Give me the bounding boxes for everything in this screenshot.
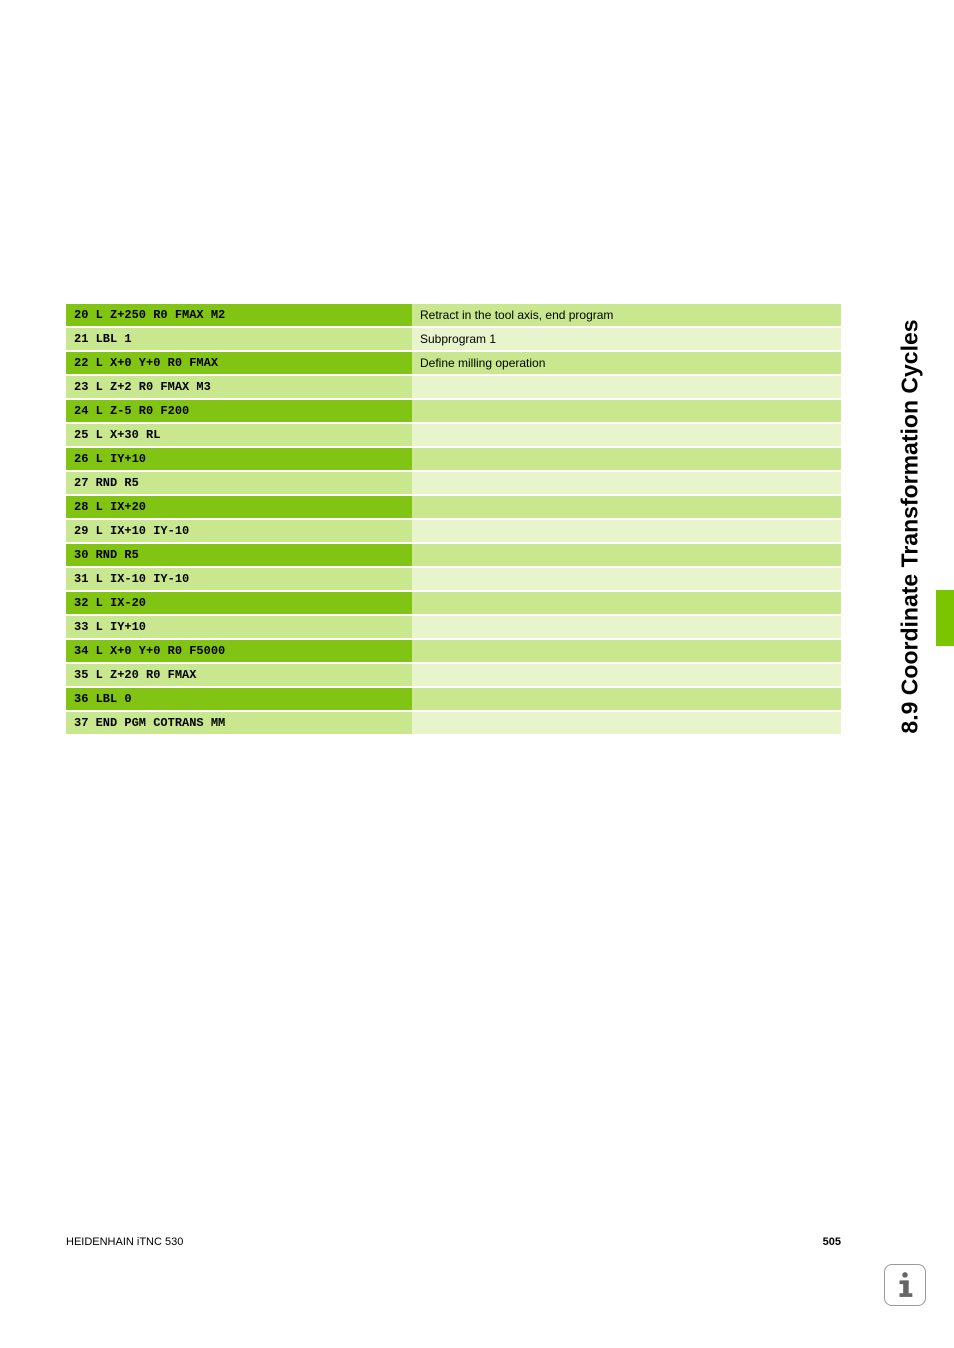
table-row: 25 L X+30 RL xyxy=(66,424,841,446)
code-cell: 35 L Z+20 R0 FMAX xyxy=(66,664,412,686)
table-row: 22 L X+0 Y+0 R0 FMAXDefine milling opera… xyxy=(66,352,841,374)
description-cell xyxy=(412,424,841,446)
code-table-wrap: 20 L Z+250 R0 FMAX M2Retract in the tool… xyxy=(66,302,841,736)
description-cell xyxy=(412,616,841,638)
side-section-title: 8.9 Coordinate Transformation Cycles xyxy=(897,297,924,757)
table-row: 21 LBL 1Subprogram 1 xyxy=(66,328,841,350)
info-icon xyxy=(884,1264,926,1306)
description-cell: Retract in the tool axis, end program xyxy=(412,304,841,326)
description-cell xyxy=(412,544,841,566)
description-cell xyxy=(412,640,841,662)
side-accent-bar xyxy=(936,590,954,646)
footer-product-label: HEIDENHAIN iTNC 530 xyxy=(66,1236,183,1248)
code-cell: 36 LBL 0 xyxy=(66,688,412,710)
description-cell: Subprogram 1 xyxy=(412,328,841,350)
description-cell xyxy=(412,688,841,710)
code-cell: 26 L IY+10 xyxy=(66,448,412,470)
code-cell: 20 L Z+250 R0 FMAX M2 xyxy=(66,304,412,326)
table-row: 33 L IY+10 xyxy=(66,616,841,638)
description-cell xyxy=(412,496,841,518)
code-cell: 21 LBL 1 xyxy=(66,328,412,350)
table-row: 24 L Z-5 R0 F200 xyxy=(66,400,841,422)
page-footer: HEIDENHAIN iTNC 530 505 xyxy=(66,1236,841,1248)
table-row: 23 L Z+2 R0 FMAX M3 xyxy=(66,376,841,398)
table-row: 32 L IX-20 xyxy=(66,592,841,614)
table-row: 28 L IX+20 xyxy=(66,496,841,518)
description-cell xyxy=(412,400,841,422)
code-cell: 28 L IX+20 xyxy=(66,496,412,518)
description-cell: Define milling operation xyxy=(412,352,841,374)
table-row: 36 LBL 0 xyxy=(66,688,841,710)
table-row: 37 END PGM COTRANS MM xyxy=(66,712,841,734)
table-row: 26 L IY+10 xyxy=(66,448,841,470)
footer-page-number: 505 xyxy=(823,1236,841,1248)
code-cell: 34 L X+0 Y+0 R0 F5000 xyxy=(66,640,412,662)
code-cell: 33 L IY+10 xyxy=(66,616,412,638)
code-cell: 23 L Z+2 R0 FMAX M3 xyxy=(66,376,412,398)
table-row: 20 L Z+250 R0 FMAX M2Retract in the tool… xyxy=(66,304,841,326)
code-cell: 29 L IX+10 IY-10 xyxy=(66,520,412,542)
code-cell: 32 L IX-20 xyxy=(66,592,412,614)
description-cell xyxy=(412,664,841,686)
table-row: 30 RND R5 xyxy=(66,544,841,566)
code-cell: 31 L IX-10 IY-10 xyxy=(66,568,412,590)
description-cell xyxy=(412,712,841,734)
table-row: 31 L IX-10 IY-10 xyxy=(66,568,841,590)
description-cell xyxy=(412,520,841,542)
code-cell: 37 END PGM COTRANS MM xyxy=(66,712,412,734)
code-cell: 22 L X+0 Y+0 R0 FMAX xyxy=(66,352,412,374)
page-root: 20 L Z+250 R0 FMAX M2Retract in the tool… xyxy=(0,0,954,1348)
code-cell: 24 L Z-5 R0 F200 xyxy=(66,400,412,422)
code-cell: 27 RND R5 xyxy=(66,472,412,494)
side-section-label: 8.9 Coordinate Transformation Cycles xyxy=(888,298,918,768)
table-row: 29 L IX+10 IY-10 xyxy=(66,520,841,542)
code-table-body: 20 L Z+250 R0 FMAX M2Retract in the tool… xyxy=(66,304,841,734)
description-cell xyxy=(412,376,841,398)
table-row: 35 L Z+20 R0 FMAX xyxy=(66,664,841,686)
code-cell: 25 L X+30 RL xyxy=(66,424,412,446)
table-row: 34 L X+0 Y+0 R0 F5000 xyxy=(66,640,841,662)
description-cell xyxy=(412,448,841,470)
description-cell xyxy=(412,472,841,494)
description-cell xyxy=(412,568,841,590)
description-cell xyxy=(412,592,841,614)
code-cell: 30 RND R5 xyxy=(66,544,412,566)
table-row: 27 RND R5 xyxy=(66,472,841,494)
code-table: 20 L Z+250 R0 FMAX M2Retract in the tool… xyxy=(66,302,841,736)
